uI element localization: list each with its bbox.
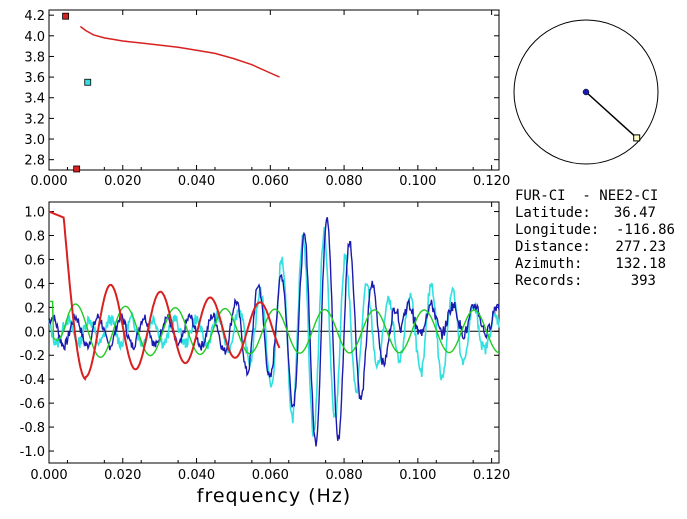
top-y-tick-label: 4.0 xyxy=(24,30,45,45)
top-y-tick-label: 2.8 xyxy=(24,154,45,169)
bottom-x-tick-label: 0.000 xyxy=(30,468,67,483)
top-y-tick-label: 3.6 xyxy=(24,71,45,86)
bottom-y-tick-label: 0.2 xyxy=(24,301,45,316)
x-axis-label: frequency (Hz) xyxy=(197,485,351,507)
azimuth-plot xyxy=(513,19,659,165)
bottom-y-tick-label: 1.0 xyxy=(24,206,45,221)
latitude-value: 36.47 xyxy=(614,205,656,221)
azimuth-line xyxy=(585,91,638,139)
station-info: FUR-CI - NEE2-CI Latitude: 36.47 Longitu… xyxy=(515,188,675,289)
bottom-y-tick-label: -0.4 xyxy=(20,373,45,388)
longitude-label: Longitude: xyxy=(515,222,599,238)
top-y-tick-label: 4.2 xyxy=(24,9,45,24)
dispersion-marker xyxy=(84,78,92,86)
green-trace xyxy=(49,300,500,359)
azimuth-circle xyxy=(513,19,659,165)
bottom-y-tick-label: 0.8 xyxy=(24,230,45,245)
latitude-label: Latitude: xyxy=(515,205,591,221)
correlation-chart-frame xyxy=(48,201,500,464)
top-x-tick-label: 0.040 xyxy=(178,174,215,189)
blue-trace xyxy=(48,217,500,447)
top-y-tick-label: 3.0 xyxy=(24,133,45,148)
red-trace xyxy=(48,210,281,381)
top-x-tick-label: 0.080 xyxy=(325,174,362,189)
top-y-tick-label: 3.4 xyxy=(24,92,45,107)
bottom-x-tick-label: 0.020 xyxy=(104,468,141,483)
dispersion-chart-frame xyxy=(48,9,500,171)
distance-value: 277.23 xyxy=(615,239,666,255)
station-pair: FUR-CI - NEE2-CI xyxy=(515,188,658,204)
bottom-x-tick-label: 0.040 xyxy=(178,468,215,483)
bottom-y-tick-label: -0.6 xyxy=(20,397,45,412)
bottom-y-tick-label: 0.4 xyxy=(24,277,45,292)
top-y-tick-label: 3.2 xyxy=(24,112,45,127)
azimuth-value: 132.18 xyxy=(615,256,666,272)
source-station-marker xyxy=(582,88,590,96)
bottom-x-tick-label: 0.120 xyxy=(473,468,510,483)
dispersion-chart: 0.000 0.020 0.040 0.060 0.080 0.100 0.120 2.8 3.… xyxy=(24,9,510,189)
top-y-tick-label: 3.8 xyxy=(24,50,45,65)
bottom-y-tick-label: -0.2 xyxy=(20,349,45,364)
records-label: Records: xyxy=(515,273,582,289)
bottom-y-tick-label: -1.0 xyxy=(20,445,45,460)
bottom-y-tick-label: 0.6 xyxy=(24,253,45,268)
top-x-tick-label: 0.000 xyxy=(30,174,67,189)
bottom-y-tick-label: -0.8 xyxy=(20,421,45,436)
top-x-tick-label: 0.060 xyxy=(252,174,289,189)
bottom-x-tick-label: 0.100 xyxy=(399,468,436,483)
correlation-chart: 0.000 0.020 0.040 0.060 0.080 0.100 0.120 -1.0 -… xyxy=(20,201,510,507)
bottom-x-tick-label: 0.060 xyxy=(252,468,289,483)
longitude-value: -116.86 xyxy=(616,222,675,238)
top-x-tick-label: 0.020 xyxy=(104,174,141,189)
dispersion-marker xyxy=(73,165,81,173)
distance-label: Distance: xyxy=(515,239,591,255)
records-value: 393 xyxy=(631,273,656,289)
azimuth-label: Azimuth: xyxy=(515,256,582,272)
dispersion-curve xyxy=(79,25,280,78)
dispersion-marker xyxy=(62,12,69,20)
bottom-x-tick-label: 0.080 xyxy=(325,468,362,483)
receiver-station-marker xyxy=(633,134,641,142)
bottom-y-tick-label: 0.0 xyxy=(24,325,45,340)
top-x-tick-label: 0.120 xyxy=(473,174,510,189)
top-x-tick-label: 0.100 xyxy=(399,174,436,189)
